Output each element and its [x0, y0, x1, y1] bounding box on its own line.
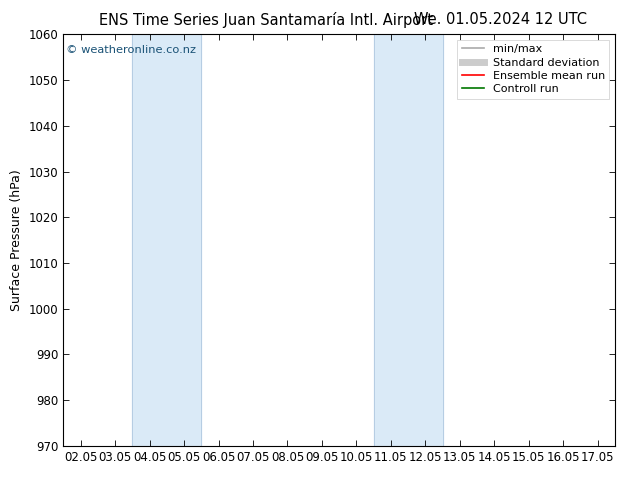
- Text: We. 01.05.2024 12 UTC: We. 01.05.2024 12 UTC: [415, 12, 587, 27]
- Bar: [133, 34, 202, 446]
- Text: © weatheronline.co.nz: © weatheronline.co.nz: [66, 45, 196, 54]
- Y-axis label: Surface Pressure (hPa): Surface Pressure (hPa): [10, 169, 23, 311]
- Legend: min/max, Standard deviation, Ensemble mean run, Controll run: min/max, Standard deviation, Ensemble me…: [457, 40, 609, 99]
- Text: ENS Time Series Juan Santamaría Intl. Airport: ENS Time Series Juan Santamaría Intl. Ai…: [100, 12, 433, 28]
- Bar: [373, 34, 443, 446]
